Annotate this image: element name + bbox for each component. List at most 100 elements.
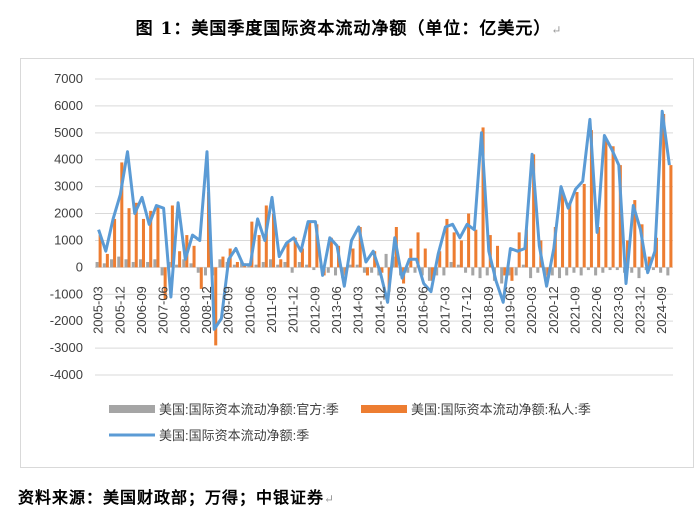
bar-official — [283, 261, 287, 268]
bar-private — [293, 237, 297, 268]
x-tick-label: 2007-06 — [156, 286, 171, 334]
bar-official — [507, 267, 511, 276]
bar-official — [557, 267, 562, 279]
bar-private — [633, 200, 637, 268]
bar-private — [300, 248, 304, 268]
bar-official — [449, 261, 453, 268]
bar-official — [95, 261, 99, 268]
bar-official — [478, 267, 482, 279]
y-tick-label: 0 — [76, 259, 83, 274]
bar-official — [529, 267, 533, 279]
x-tick-label: 2020-12 — [546, 286, 561, 334]
bar-official — [427, 267, 431, 281]
y-tick-label: 6000 — [54, 98, 83, 113]
bar-private — [113, 218, 117, 268]
y-tick-label: 1000 — [54, 232, 83, 247]
bar-private — [358, 227, 362, 268]
x-tick-label: 2018-09 — [481, 286, 496, 334]
bar-private — [199, 267, 203, 289]
y-tick-label: -2000 — [50, 313, 83, 328]
bar-official — [175, 264, 179, 268]
bar-official — [261, 261, 265, 268]
bar-official — [348, 264, 352, 268]
bar-private — [257, 235, 261, 268]
bar-official — [471, 267, 475, 276]
bar-official — [586, 267, 590, 271]
bar-private — [178, 251, 182, 268]
bar-private — [524, 229, 528, 268]
bar-private — [430, 267, 434, 281]
bar-official — [218, 259, 222, 268]
x-tick-label: 2013-06 — [329, 286, 344, 334]
bar-private — [105, 253, 109, 268]
x-tick-label: 2023-12 — [632, 286, 647, 334]
bar-private — [597, 227, 601, 268]
x-tick-label: 2023-03 — [611, 286, 626, 334]
bar-private — [315, 224, 319, 268]
bar-private — [351, 248, 355, 268]
bar-official — [153, 259, 157, 268]
y-tick-label: -3000 — [50, 340, 83, 355]
x-tick-label: 2009-09 — [221, 286, 236, 334]
bar-official — [312, 267, 316, 271]
bar-private — [380, 267, 384, 273]
bar-private — [235, 261, 239, 268]
y-tick-label: -1000 — [50, 286, 83, 301]
bar-official — [160, 267, 164, 276]
x-tick-label: 2014-12 — [372, 286, 387, 334]
bar-official — [485, 267, 489, 276]
bar-private — [481, 127, 485, 268]
bar-private — [503, 267, 507, 276]
bar-private — [170, 205, 174, 268]
bar-private — [272, 213, 276, 268]
series-line-total — [97, 109, 671, 331]
bar-official — [536, 267, 540, 273]
bar-official — [666, 267, 670, 276]
bar-private — [98, 235, 102, 268]
bar-private — [575, 192, 579, 268]
bar-private — [192, 245, 196, 268]
x-tick-label: 2019-06 — [502, 286, 517, 334]
bar-private — [286, 243, 290, 268]
legend-label-private: 美国:国际资本流动净额:私人:季 — [411, 402, 591, 417]
bar-private — [532, 154, 536, 268]
source-note: 资料来源：美国财政部；万得；中银证券↵ — [18, 484, 335, 508]
bar-private — [452, 232, 456, 268]
bar-private — [589, 130, 593, 268]
bar-official — [456, 264, 460, 268]
bar-private — [206, 192, 211, 268]
bar-official — [659, 267, 663, 273]
bar-official — [500, 267, 504, 284]
bar-official — [305, 264, 309, 268]
bar-private — [423, 248, 427, 268]
bar-private — [308, 221, 312, 268]
bar-official — [138, 259, 142, 268]
bar-private — [474, 229, 478, 268]
bar-private — [604, 140, 608, 268]
bar-official — [514, 267, 518, 276]
bar-official — [521, 264, 525, 268]
bar-official — [124, 259, 128, 268]
bar-official — [442, 267, 446, 276]
bar-private — [495, 245, 500, 268]
bar-official — [637, 267, 641, 279]
bar-official — [384, 253, 388, 268]
bar-official — [117, 256, 121, 268]
bar-private — [329, 237, 333, 268]
bar-official — [131, 261, 135, 268]
bar-official — [203, 267, 207, 276]
bar-official — [334, 267, 338, 276]
chart-area: -4000 -3000 -2000 -1000 0 1000 2000 3000 4000 500… — [20, 58, 694, 468]
bar-official — [435, 267, 439, 276]
paragraph-mark: ↵ — [551, 23, 563, 37]
bar-private — [459, 240, 463, 268]
bar-private — [647, 256, 651, 268]
bar-private — [467, 213, 471, 268]
bar-official — [464, 267, 468, 273]
y-tick-label: -4000 — [50, 367, 83, 382]
bar-official — [630, 267, 634, 273]
legend-swatch-official — [109, 405, 155, 413]
bar-official — [189, 263, 193, 268]
legend-label-total: 美国:国际资本流动净额:季 — [159, 428, 309, 443]
source-text: 资料来源：美国财政部；万得；中银证券 — [18, 488, 325, 507]
